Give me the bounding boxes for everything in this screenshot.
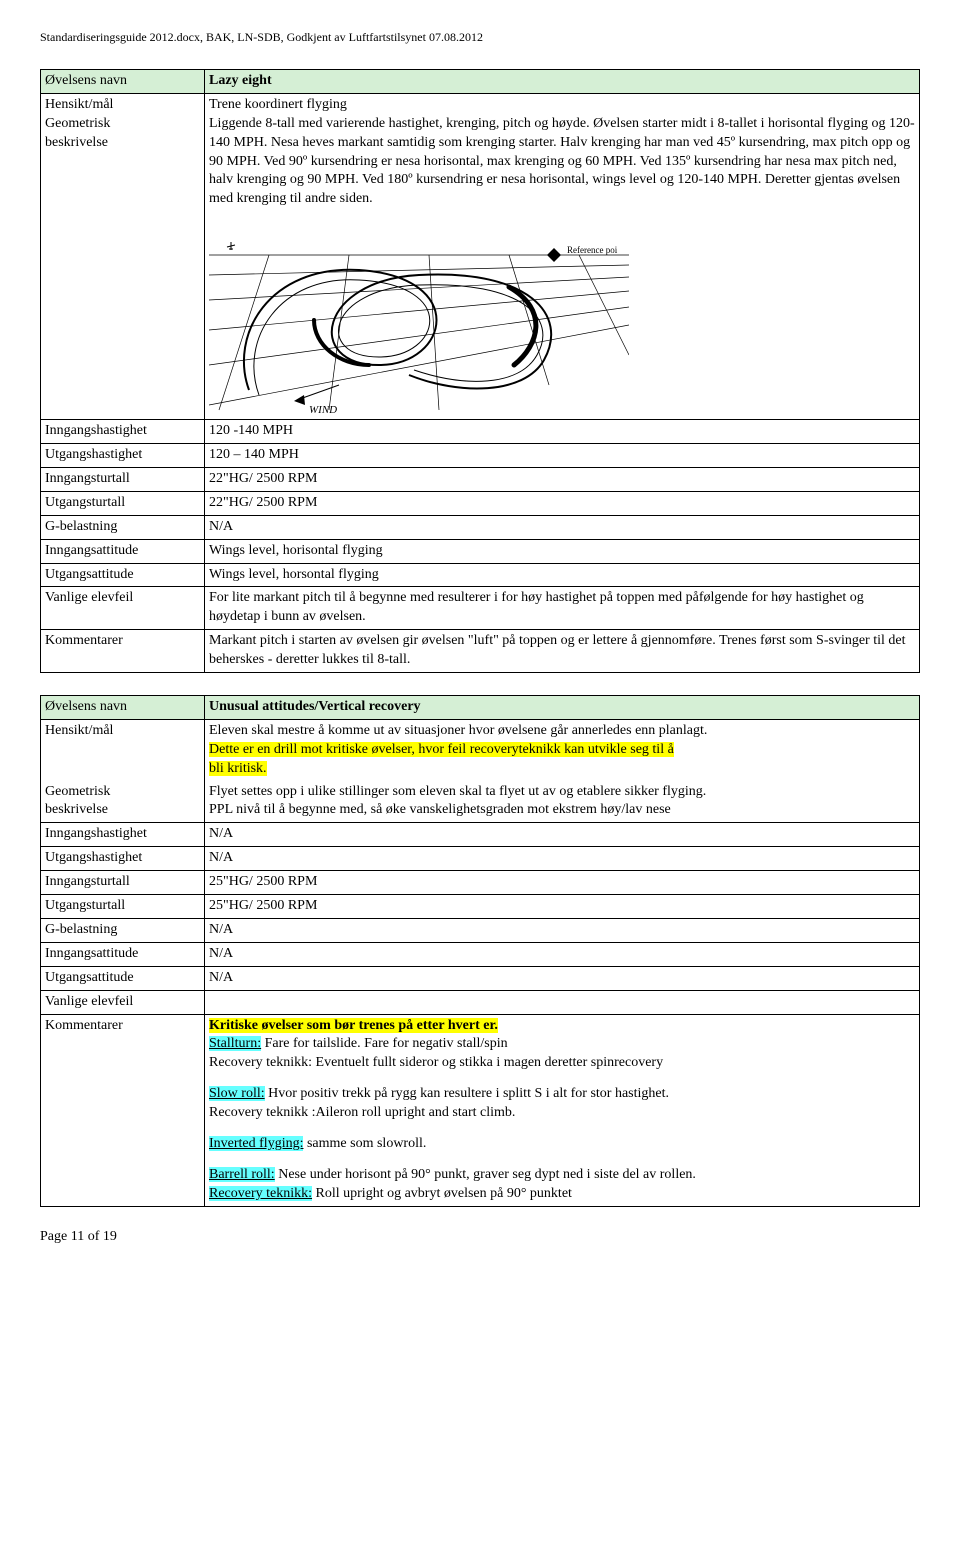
table-row: Utgangshastighet120 – 140 MPH bbox=[41, 444, 920, 468]
row-label: Inngangshastighet bbox=[41, 823, 205, 847]
table-row: UtgangshastighetN/A bbox=[41, 847, 920, 871]
row-label: Kommentarer bbox=[41, 630, 205, 673]
row-value: Trene koordinert flyging Liggende 8-tall… bbox=[205, 93, 920, 419]
row-value: Markant pitch i starten av øvelsen gir ø… bbox=[205, 630, 920, 673]
row-label: Utgangshastighet bbox=[41, 444, 205, 468]
row-value: N/A bbox=[205, 966, 920, 990]
table-row: Utgangsturtall25"HG/ 2500 RPM bbox=[41, 895, 920, 919]
lazy-eight-figure: Reference poi WIND bbox=[209, 215, 915, 415]
text: samme som slowroll. bbox=[303, 1136, 426, 1151]
row-label: Utgangsattitude bbox=[41, 563, 205, 587]
table-row: Geometrisk beskrivelse Flyet settes opp … bbox=[41, 781, 920, 823]
row-value: N/A bbox=[205, 847, 920, 871]
table-row: G-belastningN/A bbox=[41, 515, 920, 539]
row-value: N/A bbox=[205, 515, 920, 539]
highlight-teal: Barrell roll: bbox=[209, 1167, 275, 1182]
highlight-teal: Recovery teknikk: bbox=[209, 1186, 312, 1201]
highlight-yellow: Kritiske øvelser som bør trenes på etter… bbox=[209, 1018, 498, 1033]
highlight-teal: Slow roll: bbox=[209, 1086, 265, 1101]
intro-text: Trene koordinert flyging bbox=[209, 97, 347, 112]
exercise-table-unusual-attitudes: Øvelsens navn Unusual attitudes/Vertical… bbox=[40, 695, 920, 1207]
title-label: Øvelsens navn bbox=[41, 696, 205, 720]
table-row: InngangsattitudeWings level, horisontal … bbox=[41, 539, 920, 563]
row-label: Inngangshastighet bbox=[41, 420, 205, 444]
row-value: 22"HG/ 2500 RPM bbox=[205, 468, 920, 492]
row-value: N/A bbox=[205, 823, 920, 847]
row-label: Inngangsattitude bbox=[41, 942, 205, 966]
table-title-row: Øvelsens navn Unusual attitudes/Vertical… bbox=[41, 696, 920, 720]
row-label: Utgangsturtall bbox=[41, 491, 205, 515]
row-value: Kritiske øvelser som bør trenes på etter… bbox=[205, 1014, 920, 1206]
text: Nese under horisont på 90° punkt, graver… bbox=[275, 1167, 696, 1182]
row-value: 120 -140 MPH bbox=[205, 420, 920, 444]
exercise-table-lazy-eight: Øvelsens navn Lazy eight Hensikt/mål Geo… bbox=[40, 69, 920, 673]
title-label: Øvelsens navn bbox=[41, 70, 205, 94]
row-label: G-belastning bbox=[41, 515, 205, 539]
table-row: Utgangsturtall22"HG/ 2500 RPM bbox=[41, 491, 920, 515]
reference-marker: Reference poi bbox=[547, 245, 618, 262]
table-row: Vanlige elevfeil bbox=[41, 990, 920, 1014]
table-row: Hensikt/mål Geometrisk beskrivelse Trene… bbox=[41, 93, 920, 419]
row-value: 120 – 140 MPH bbox=[205, 444, 920, 468]
row-label: Vanlige elevfeil bbox=[41, 990, 205, 1014]
text: Eleven skal mestre å komme ut av situasj… bbox=[209, 723, 707, 738]
highlight-teal: Inverted flyging: bbox=[209, 1136, 303, 1151]
row-value: N/A bbox=[205, 942, 920, 966]
table-title-row: Øvelsens navn Lazy eight bbox=[41, 70, 920, 94]
table-row: InngangsattitudeN/A bbox=[41, 942, 920, 966]
table-row: InngangshastighetN/A bbox=[41, 823, 920, 847]
row-value: 22"HG/ 2500 RPM bbox=[205, 491, 920, 515]
table-row: Vanlige elevfeilFor lite markant pitch t… bbox=[41, 587, 920, 630]
page-header: Standardiseringsguide 2012.docx, BAK, LN… bbox=[40, 30, 920, 45]
table-row: Hensikt/mål Eleven skal mestre å komme u… bbox=[41, 719, 920, 780]
table-row: G-belastningN/A bbox=[41, 918, 920, 942]
row-value: Wings level, horisontal flyging bbox=[205, 539, 920, 563]
row-label: Inngangsturtall bbox=[41, 468, 205, 492]
row-label: Utgangsattitude bbox=[41, 966, 205, 990]
text: Recovery teknikk: Eventuelt fullt sidero… bbox=[209, 1055, 663, 1070]
row-label: Utgangsturtall bbox=[41, 895, 205, 919]
row-label: Kommentarer bbox=[41, 1014, 205, 1206]
text: Recovery teknikk :Aileron roll upright a… bbox=[209, 1105, 515, 1120]
body-text: Liggende 8-tall med varierende hastighet… bbox=[209, 116, 915, 207]
highlight-yellow: Dette er en drill mot kritiske øvelser, … bbox=[209, 742, 674, 757]
svg-text:Reference poi: Reference poi bbox=[567, 245, 618, 255]
wind-arrow: WIND bbox=[294, 385, 339, 415]
table-row: Kommentarer Kritiske øvelser som bør tre… bbox=[41, 1014, 920, 1206]
highlight-yellow: bli kritisk. bbox=[209, 761, 267, 776]
row-value: Wings level, horsontal flyging bbox=[205, 563, 920, 587]
text: Fare for tailslide. Fare for negativ sta… bbox=[261, 1036, 508, 1051]
row-label: Hensikt/mål Geometrisk beskrivelse bbox=[41, 93, 205, 419]
table-row: KommentarerMarkant pitch i starten av øv… bbox=[41, 630, 920, 673]
table-row: UtgangsattitudeN/A bbox=[41, 966, 920, 990]
table-row: Inngangshastighet120 -140 MPH bbox=[41, 420, 920, 444]
text: PPL nivå til å begynne med, så øke vansk… bbox=[209, 802, 671, 817]
row-label: Hensikt/mål bbox=[41, 719, 205, 780]
row-label: Vanlige elevfeil bbox=[41, 587, 205, 630]
table-row: Inngangsturtall22"HG/ 2500 RPM bbox=[41, 468, 920, 492]
row-value: Eleven skal mestre å komme ut av situasj… bbox=[205, 719, 920, 780]
row-label: Inngangsturtall bbox=[41, 871, 205, 895]
row-label: Geometrisk beskrivelse bbox=[41, 781, 205, 823]
row-value: 25"HG/ 2500 RPM bbox=[205, 871, 920, 895]
row-value: For lite markant pitch til å begynne med… bbox=[205, 587, 920, 630]
text: Flyet settes opp i ulike stillinger som … bbox=[209, 784, 706, 799]
row-label: G-belastning bbox=[41, 918, 205, 942]
row-value: 25"HG/ 2500 RPM bbox=[205, 895, 920, 919]
table-row: Inngangsturtall25"HG/ 2500 RPM bbox=[41, 871, 920, 895]
row-label: Inngangsattitude bbox=[41, 539, 205, 563]
highlight-teal: Stallturn: bbox=[209, 1036, 261, 1051]
text: Roll upright og avbryt øvelsen på 90° pu… bbox=[312, 1186, 572, 1201]
row-value: Flyet settes opp i ulike stillinger som … bbox=[205, 781, 920, 823]
exercise-title: Unusual attitudes/Vertical recovery bbox=[205, 696, 920, 720]
page-footer: Page 11 of 19 bbox=[40, 1229, 920, 1245]
row-value bbox=[205, 990, 920, 1014]
table-row: UtgangsattitudeWings level, horsontal fl… bbox=[41, 563, 920, 587]
exercise-title: Lazy eight bbox=[205, 70, 920, 94]
row-label: Utgangshastighet bbox=[41, 847, 205, 871]
svg-text:WIND: WIND bbox=[309, 404, 337, 415]
text: Hvor positiv trekk på rygg kan resultere… bbox=[265, 1086, 669, 1101]
row-value: N/A bbox=[205, 918, 920, 942]
